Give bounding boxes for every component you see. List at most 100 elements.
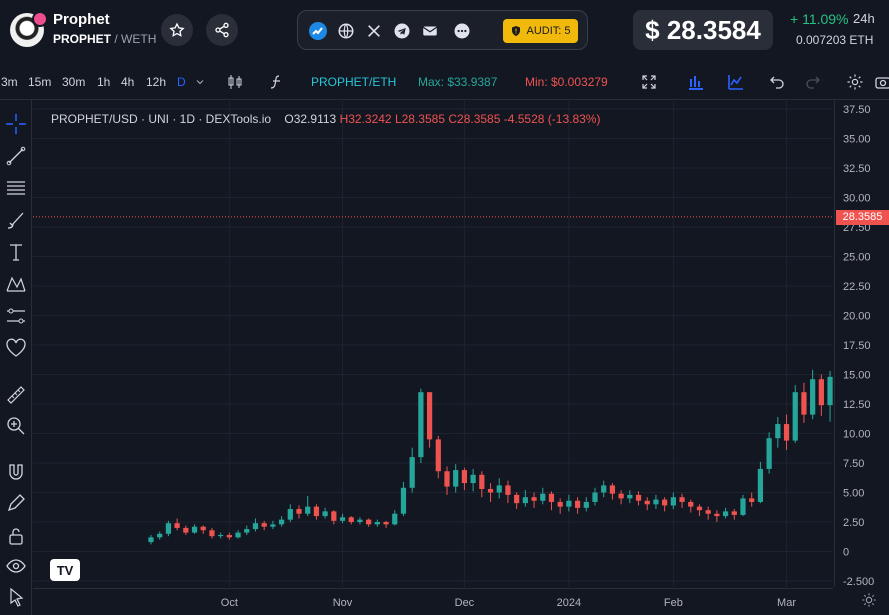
token-name: Prophet bbox=[53, 11, 110, 28]
telegram-icon[interactable] bbox=[392, 21, 412, 41]
candle-body bbox=[426, 392, 433, 440]
candle-body bbox=[522, 497, 528, 504]
undo-icon[interactable] bbox=[768, 73, 786, 91]
axis-settings-icon[interactable] bbox=[861, 592, 879, 610]
screenshot-icon[interactable] bbox=[874, 73, 889, 91]
timeframe-d[interactable]: D bbox=[177, 75, 186, 89]
settings-gear-icon[interactable] bbox=[846, 73, 864, 91]
candle-body bbox=[348, 517, 354, 522]
candle-body bbox=[783, 424, 790, 441]
legend-open: O32.9113 bbox=[284, 112, 337, 126]
candle-body bbox=[357, 519, 363, 522]
mail-icon[interactable] bbox=[420, 21, 440, 41]
heart-icon[interactable] bbox=[4, 336, 28, 360]
candle-body bbox=[722, 511, 729, 517]
indicators-icon[interactable] bbox=[268, 73, 286, 91]
timeframe-30m[interactable]: 30m bbox=[62, 75, 86, 89]
candlestick-chart[interactable] bbox=[33, 101, 885, 587]
candle-body bbox=[583, 501, 589, 508]
text-tool-icon[interactable] bbox=[4, 240, 28, 264]
timeframe-1h[interactable]: 1h bbox=[97, 75, 111, 89]
candle-body bbox=[305, 506, 311, 514]
candle-body bbox=[627, 494, 633, 499]
candle-body bbox=[505, 485, 511, 495]
lock-icon[interactable] bbox=[4, 524, 28, 548]
chevron-down-icon[interactable] bbox=[191, 73, 209, 91]
candle-body bbox=[313, 506, 320, 517]
magnet-icon[interactable] bbox=[4, 460, 28, 484]
share-icon bbox=[215, 22, 229, 38]
candle-body bbox=[461, 470, 468, 484]
candle-body bbox=[496, 485, 502, 493]
cursor-icon[interactable] bbox=[4, 585, 28, 609]
ruler-icon[interactable] bbox=[4, 383, 28, 407]
x-tick-label: Feb bbox=[664, 597, 683, 609]
change-period: 24h bbox=[853, 11, 875, 26]
candle-body bbox=[827, 376, 833, 406]
chain-badge-icon bbox=[32, 11, 48, 27]
more-icon[interactable] bbox=[452, 21, 472, 41]
drawing-tools-panel bbox=[0, 100, 32, 615]
fib-retracement-icon[interactable] bbox=[4, 176, 28, 200]
candle-body bbox=[148, 537, 154, 543]
candle-body bbox=[191, 526, 198, 533]
candle-body bbox=[609, 485, 616, 494]
social-links-bar: AUDIT: 5 bbox=[297, 10, 588, 50]
timeframe-4h[interactable]: 4h bbox=[121, 75, 135, 89]
candle-body bbox=[592, 492, 598, 502]
y-tick-label: 22.50 bbox=[843, 281, 871, 293]
line-chart-icon[interactable] bbox=[727, 73, 745, 91]
candle-body bbox=[548, 493, 555, 502]
token-pair: PROPHET / WETH bbox=[53, 32, 156, 46]
candle-body bbox=[470, 474, 476, 484]
crosshair-icon[interactable] bbox=[4, 112, 28, 136]
timeframe-3m[interactable]: 3m bbox=[1, 75, 18, 89]
audit-badge[interactable]: AUDIT: 5 bbox=[503, 19, 578, 43]
redo-icon[interactable] bbox=[804, 73, 822, 91]
chart-legend: PROPHET/USD · UNI · 1D · DEXTools.io O32… bbox=[51, 112, 600, 126]
candle-body bbox=[635, 494, 642, 501]
y-tick-label: 25.00 bbox=[843, 252, 871, 264]
brush-icon[interactable] bbox=[4, 208, 28, 232]
zoom-in-icon[interactable] bbox=[4, 414, 28, 438]
candle-body bbox=[679, 497, 685, 502]
pair-label[interactable]: PROPHET/ETH bbox=[311, 75, 397, 89]
candle-body bbox=[688, 501, 694, 507]
dextools-icon[interactable] bbox=[308, 21, 328, 41]
candle-body bbox=[766, 438, 772, 469]
trend-line-icon[interactable] bbox=[4, 144, 28, 168]
candle-body bbox=[810, 379, 816, 415]
eye-icon[interactable] bbox=[4, 554, 28, 578]
timeframe-12h[interactable]: 12h bbox=[146, 75, 167, 89]
candle-body bbox=[514, 494, 520, 504]
fullscreen-icon[interactable] bbox=[640, 73, 658, 91]
candle-body bbox=[670, 497, 676, 506]
candle-body bbox=[235, 532, 241, 538]
y-tick-label: 10.00 bbox=[843, 429, 871, 441]
y-tick-label: 15.00 bbox=[843, 370, 871, 382]
x-icon[interactable] bbox=[364, 21, 384, 41]
candle-body bbox=[165, 523, 172, 534]
share-button[interactable] bbox=[206, 14, 238, 46]
candle-body bbox=[757, 468, 764, 502]
time-axis-labels: Oct Nov Dec 2024 Feb Mar bbox=[221, 597, 797, 609]
globe-icon[interactable] bbox=[336, 21, 356, 41]
y-tick-label: 20.00 bbox=[843, 311, 871, 323]
pattern-icon[interactable] bbox=[4, 272, 28, 296]
pencil-lock-icon[interactable] bbox=[4, 491, 28, 515]
price-axis[interactable]: 37.50 35.00 32.50 30.00 27.50 25.00 22.50 20.00… bbox=[834, 101, 889, 588]
candle-body bbox=[331, 511, 337, 521]
candle-body bbox=[261, 523, 267, 527]
candle-body bbox=[653, 499, 659, 505]
time-axis[interactable]: Oct Nov Dec 2024 Feb Mar bbox=[33, 588, 833, 615]
measure-range-icon[interactable] bbox=[4, 304, 28, 328]
favorite-button[interactable] bbox=[161, 14, 193, 46]
bar-chart-icon[interactable] bbox=[687, 73, 705, 91]
candle-body bbox=[287, 509, 293, 520]
y-tick-label: 37.50 bbox=[843, 104, 871, 116]
timeframe-15m[interactable]: 15m bbox=[28, 75, 52, 89]
tradingview-logo[interactable]: TV bbox=[50, 559, 80, 581]
y-tick-label: 17.50 bbox=[843, 340, 871, 352]
candles-icon[interactable] bbox=[226, 73, 244, 91]
chart-canvas[interactable] bbox=[33, 101, 885, 587]
